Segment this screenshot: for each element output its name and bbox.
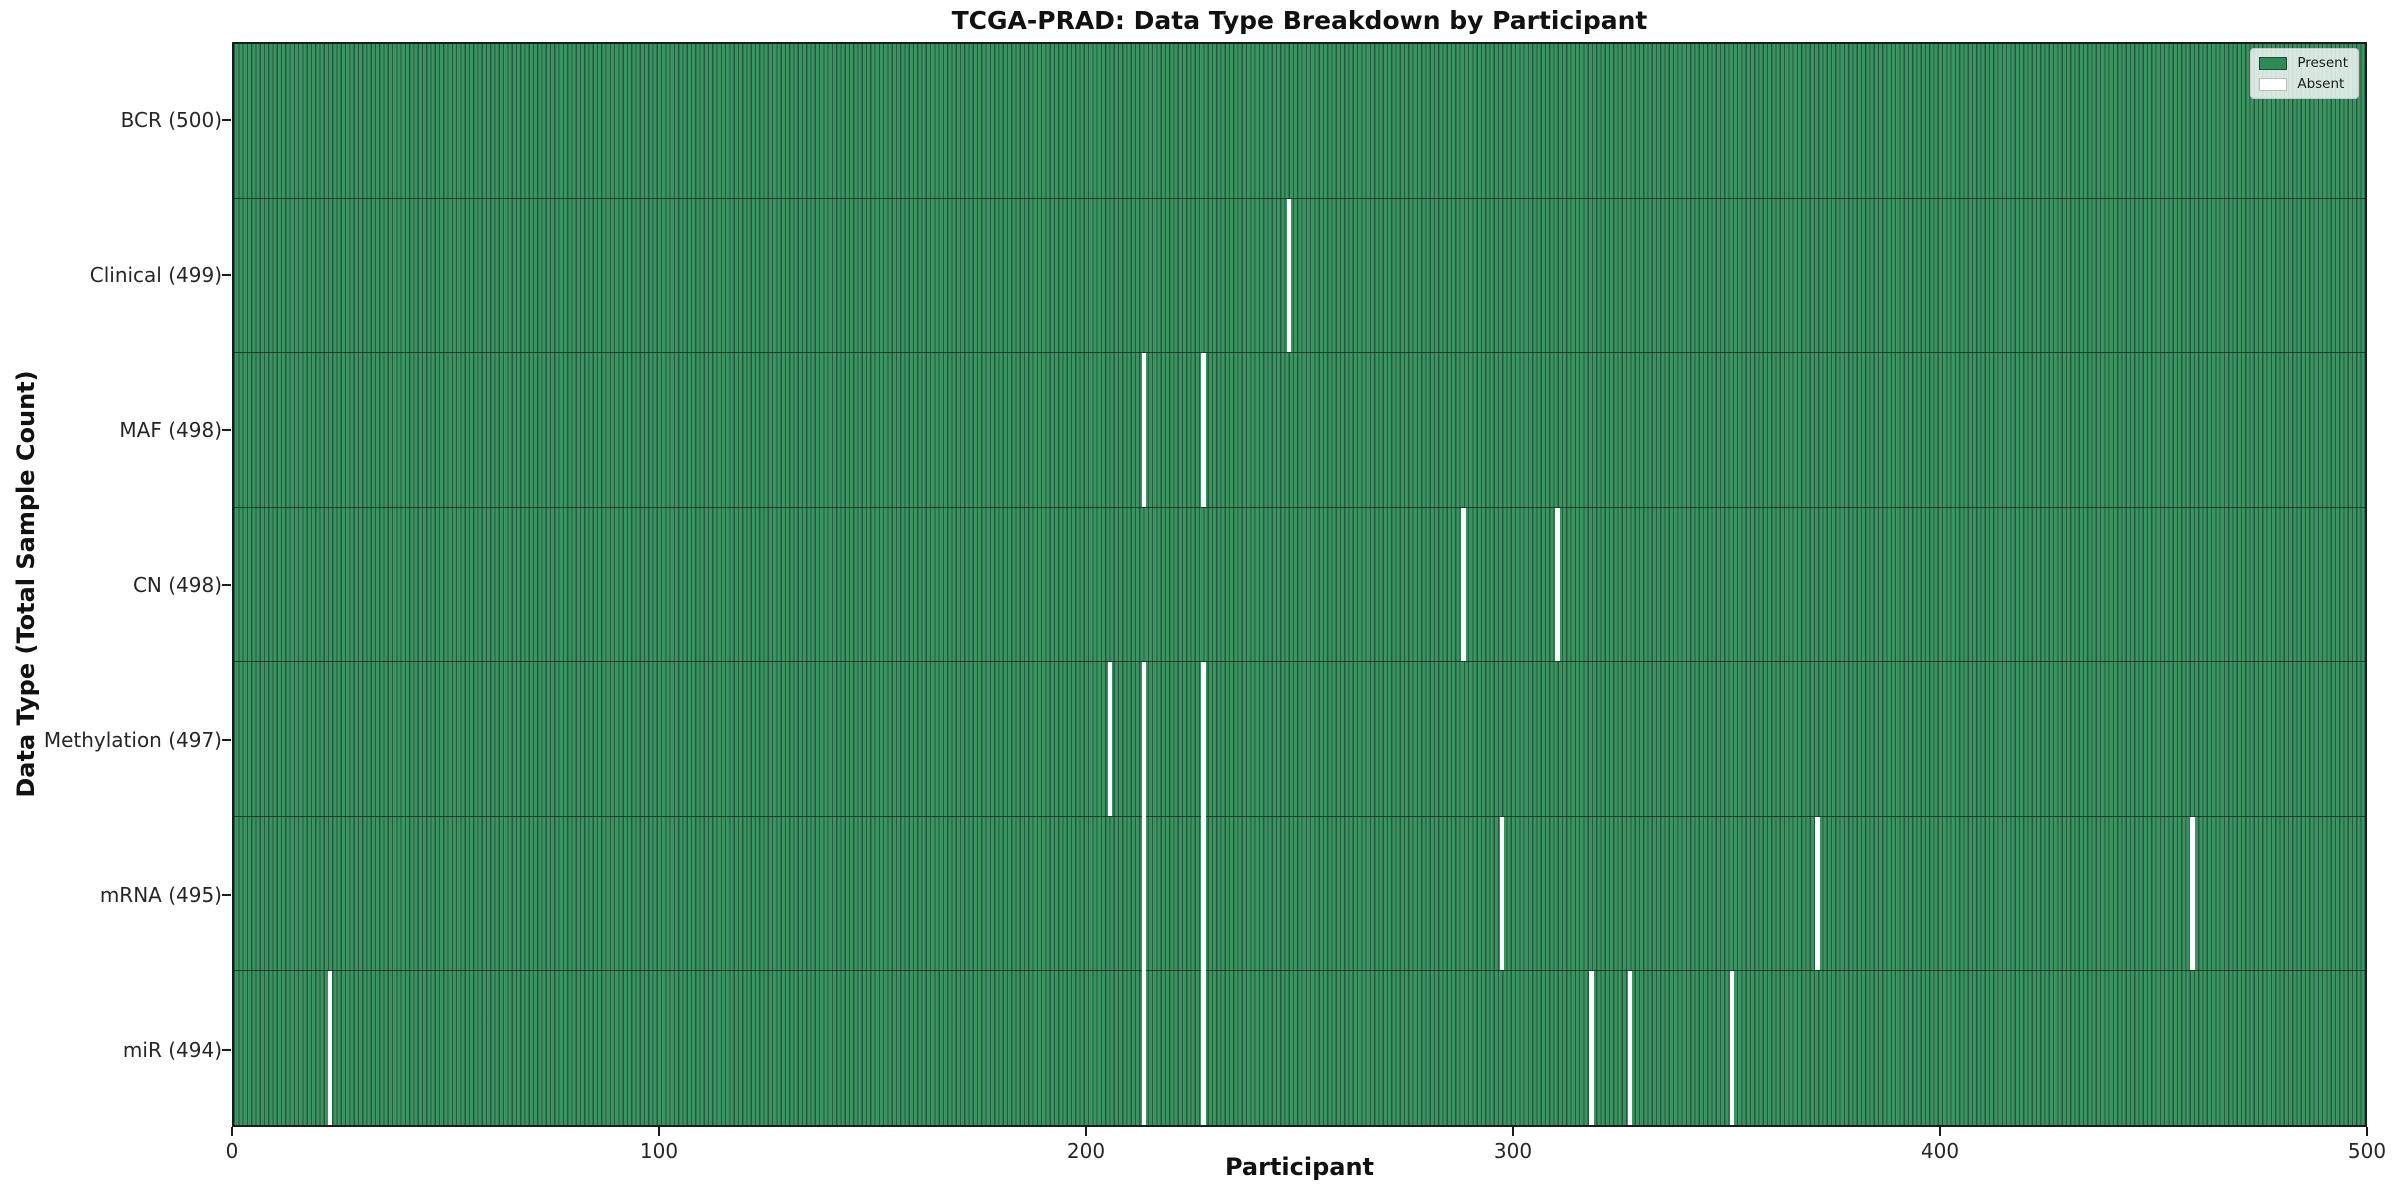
x-tick-mark [2366, 1127, 2368, 1136]
x-axis-label: Participant [1224, 1153, 1375, 1181]
absent-cell [1555, 507, 1560, 662]
legend-entry-absent: Absent [2259, 76, 2348, 92]
absent-cell [327, 971, 333, 1126]
legend-label: Present [2297, 55, 2348, 71]
y-tick-label: Clinical (499) [89, 262, 222, 287]
x-tick-label: 200 [1066, 1139, 1106, 1163]
x-tick-label: 500 [2347, 1139, 2387, 1163]
absent-cell [1141, 662, 1147, 818]
y-tick-mark [222, 273, 231, 276]
y-tick-mark [222, 1048, 231, 1051]
y-tick-label: CN (498) [132, 572, 222, 597]
x-tick-mark [1512, 1127, 1514, 1136]
absent-cell [1815, 816, 1820, 971]
absent-cell [1627, 971, 1633, 1126]
chart-title: TCGA-PRAD: Data Type Breakdown by Partic… [951, 6, 1648, 35]
legend: Present Absent [2250, 48, 2359, 99]
absent-cell [2190, 816, 2195, 971]
x-tick-label: 300 [1493, 1139, 1533, 1163]
heatmap-row-Methylation [234, 662, 2365, 818]
legend-swatch-absent [2259, 77, 2288, 91]
heatmap-row-mRNA [234, 814, 2365, 973]
heatmap-row-BCR [234, 44, 2365, 199]
absent-cell [1286, 198, 1292, 353]
absent-cell [1461, 507, 1466, 662]
y-tick-label: miR (494) [122, 1037, 222, 1062]
x-tick-label: 400 [1920, 1139, 1960, 1163]
x-tick-mark [1939, 1127, 1941, 1136]
absent-cell [1589, 971, 1594, 1126]
absent-cell [1499, 816, 1505, 971]
legend-entry-present: Present [2259, 55, 2348, 71]
y-tick-mark [222, 428, 231, 431]
x-tick-label: 0 [225, 1139, 239, 1163]
plot-area: Present Absent [232, 42, 2367, 1127]
heatmap-row-CN [234, 507, 2365, 663]
absent-cell [1141, 814, 1147, 973]
y-tick-label: BCR (500) [120, 107, 222, 132]
y-tick-mark [222, 118, 231, 121]
absent-cell [1201, 353, 1206, 507]
heatmap-row-miR [234, 969, 2365, 1126]
y-tick-label: mRNA (495) [99, 882, 222, 907]
absent-cell [1201, 814, 1206, 973]
y-tick-label: MAF (498) [119, 417, 222, 442]
y-tick-mark [222, 893, 231, 896]
absent-cell [1201, 662, 1206, 818]
absent-cell [1729, 971, 1735, 1126]
x-tick-label: 100 [639, 1139, 679, 1163]
absent-cell [1141, 969, 1147, 1126]
x-tick-mark [1085, 1127, 1087, 1136]
absent-cell [1141, 353, 1147, 507]
heatmap-row-Clinical [234, 198, 2365, 354]
absent-cell [1201, 969, 1206, 1126]
absent-cell [1107, 662, 1113, 816]
y-tick-mark [222, 583, 231, 586]
x-tick-mark [658, 1127, 660, 1136]
legend-label: Absent [2297, 76, 2345, 92]
x-tick-mark [231, 1127, 233, 1136]
y-tick-mark [222, 738, 231, 741]
legend-swatch-present [2259, 56, 2288, 70]
y-tick-label: Methylation (497) [43, 727, 222, 752]
heatmap-row-MAF [234, 353, 2365, 508]
